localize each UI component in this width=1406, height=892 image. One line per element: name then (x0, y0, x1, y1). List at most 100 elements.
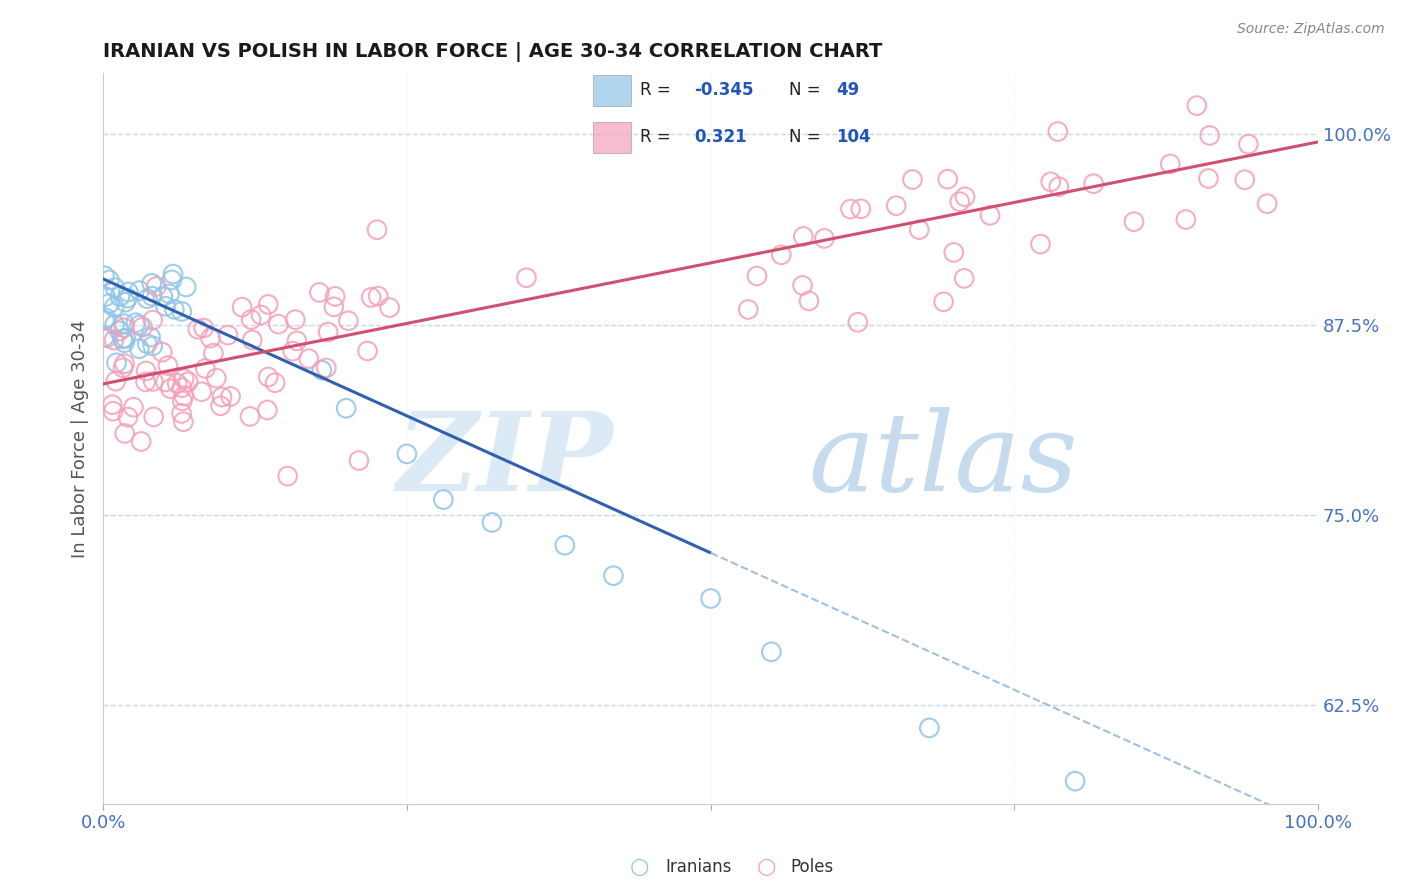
Point (159, 287, 181, 301)
Point (170, 304, 193, 318)
Point (432, 492, 454, 507)
Point (122, 401, 145, 415)
Point (1123, 215, 1146, 229)
Point (337, 314, 360, 328)
Point (162, 267, 184, 281)
Point (360, 290, 382, 304)
Point (136, 292, 159, 306)
Point (1256, 196, 1278, 211)
Point (932, 294, 955, 309)
Point (129, 434, 152, 449)
Point (166, 376, 188, 391)
Point (367, 289, 389, 303)
Point (936, 172, 959, 186)
Point (257, 297, 280, 311)
Point (231, 300, 253, 314)
FancyBboxPatch shape (593, 122, 631, 153)
Point (849, 202, 872, 216)
Point (264, 376, 287, 390)
Point (142, 375, 165, 389)
Text: 104: 104 (837, 128, 872, 146)
Text: Source: ZipAtlas.com: Source: ZipAtlas.com (1237, 22, 1385, 37)
Point (114, 295, 136, 310)
Point (770, 248, 793, 262)
Point (745, 268, 768, 283)
Point (554, 538, 576, 552)
Point (98, 296, 121, 310)
Point (839, 202, 862, 216)
Point (98, 273, 121, 287)
Point (699, 591, 721, 606)
Point (347, 453, 370, 467)
Point (136, 336, 159, 351)
Point (1029, 237, 1052, 252)
Point (105, 356, 128, 370)
Point (378, 301, 401, 315)
Point (250, 308, 273, 322)
Point (256, 403, 278, 417)
Point (481, 516, 503, 530)
Point (159, 382, 181, 396)
Point (217, 328, 239, 343)
Point (141, 289, 163, 303)
Point (128, 342, 150, 356)
Point (177, 375, 200, 389)
Text: ○: ○ (756, 857, 776, 877)
Point (142, 409, 165, 424)
Text: R =: R = (641, 128, 671, 146)
Point (108, 290, 131, 304)
Point (267, 317, 290, 331)
Point (139, 330, 162, 344)
Point (211, 390, 233, 404)
Point (117, 285, 139, 299)
Point (112, 317, 135, 331)
Point (108, 324, 131, 338)
Point (308, 285, 330, 300)
Point (797, 293, 820, 308)
Point (884, 199, 907, 213)
Point (101, 404, 124, 418)
Point (240, 333, 263, 347)
Point (335, 401, 357, 416)
Point (93, 268, 115, 283)
Point (117, 410, 139, 425)
Point (104, 318, 127, 332)
Point (114, 331, 136, 345)
Point (918, 721, 941, 735)
Point (219, 389, 242, 403)
Text: Iranians: Iranians (665, 858, 731, 876)
Point (135, 375, 157, 389)
Point (93, 313, 115, 327)
Text: N =: N = (789, 81, 821, 99)
Point (173, 372, 195, 386)
Point (277, 469, 299, 483)
Text: ○: ○ (630, 857, 650, 877)
Point (1233, 172, 1256, 186)
Point (187, 322, 209, 336)
Point (104, 374, 127, 388)
Point (94, 290, 117, 304)
Point (114, 335, 136, 350)
Text: atlas: atlas (808, 407, 1077, 515)
Point (128, 284, 150, 298)
Point (257, 370, 280, 384)
Text: -0.345: -0.345 (695, 81, 754, 99)
Point (111, 332, 134, 346)
Point (901, 172, 924, 186)
Point (111, 360, 134, 375)
Point (112, 320, 135, 334)
Point (1046, 124, 1069, 138)
Point (602, 568, 624, 582)
Point (135, 364, 157, 378)
Point (117, 291, 139, 305)
Point (1039, 175, 1062, 189)
Point (145, 279, 167, 293)
Point (150, 345, 173, 359)
Point (761, 645, 783, 659)
Point (155, 299, 177, 313)
Text: IRANIAN VS POLISH IN LABOR FORCE | AGE 30-34 CORRELATION CHART: IRANIAN VS POLISH IN LABOR FORCE | AGE 3… (103, 42, 883, 62)
Point (356, 343, 378, 358)
FancyBboxPatch shape (593, 75, 631, 105)
Text: Poles: Poles (790, 858, 834, 876)
Point (173, 389, 195, 403)
